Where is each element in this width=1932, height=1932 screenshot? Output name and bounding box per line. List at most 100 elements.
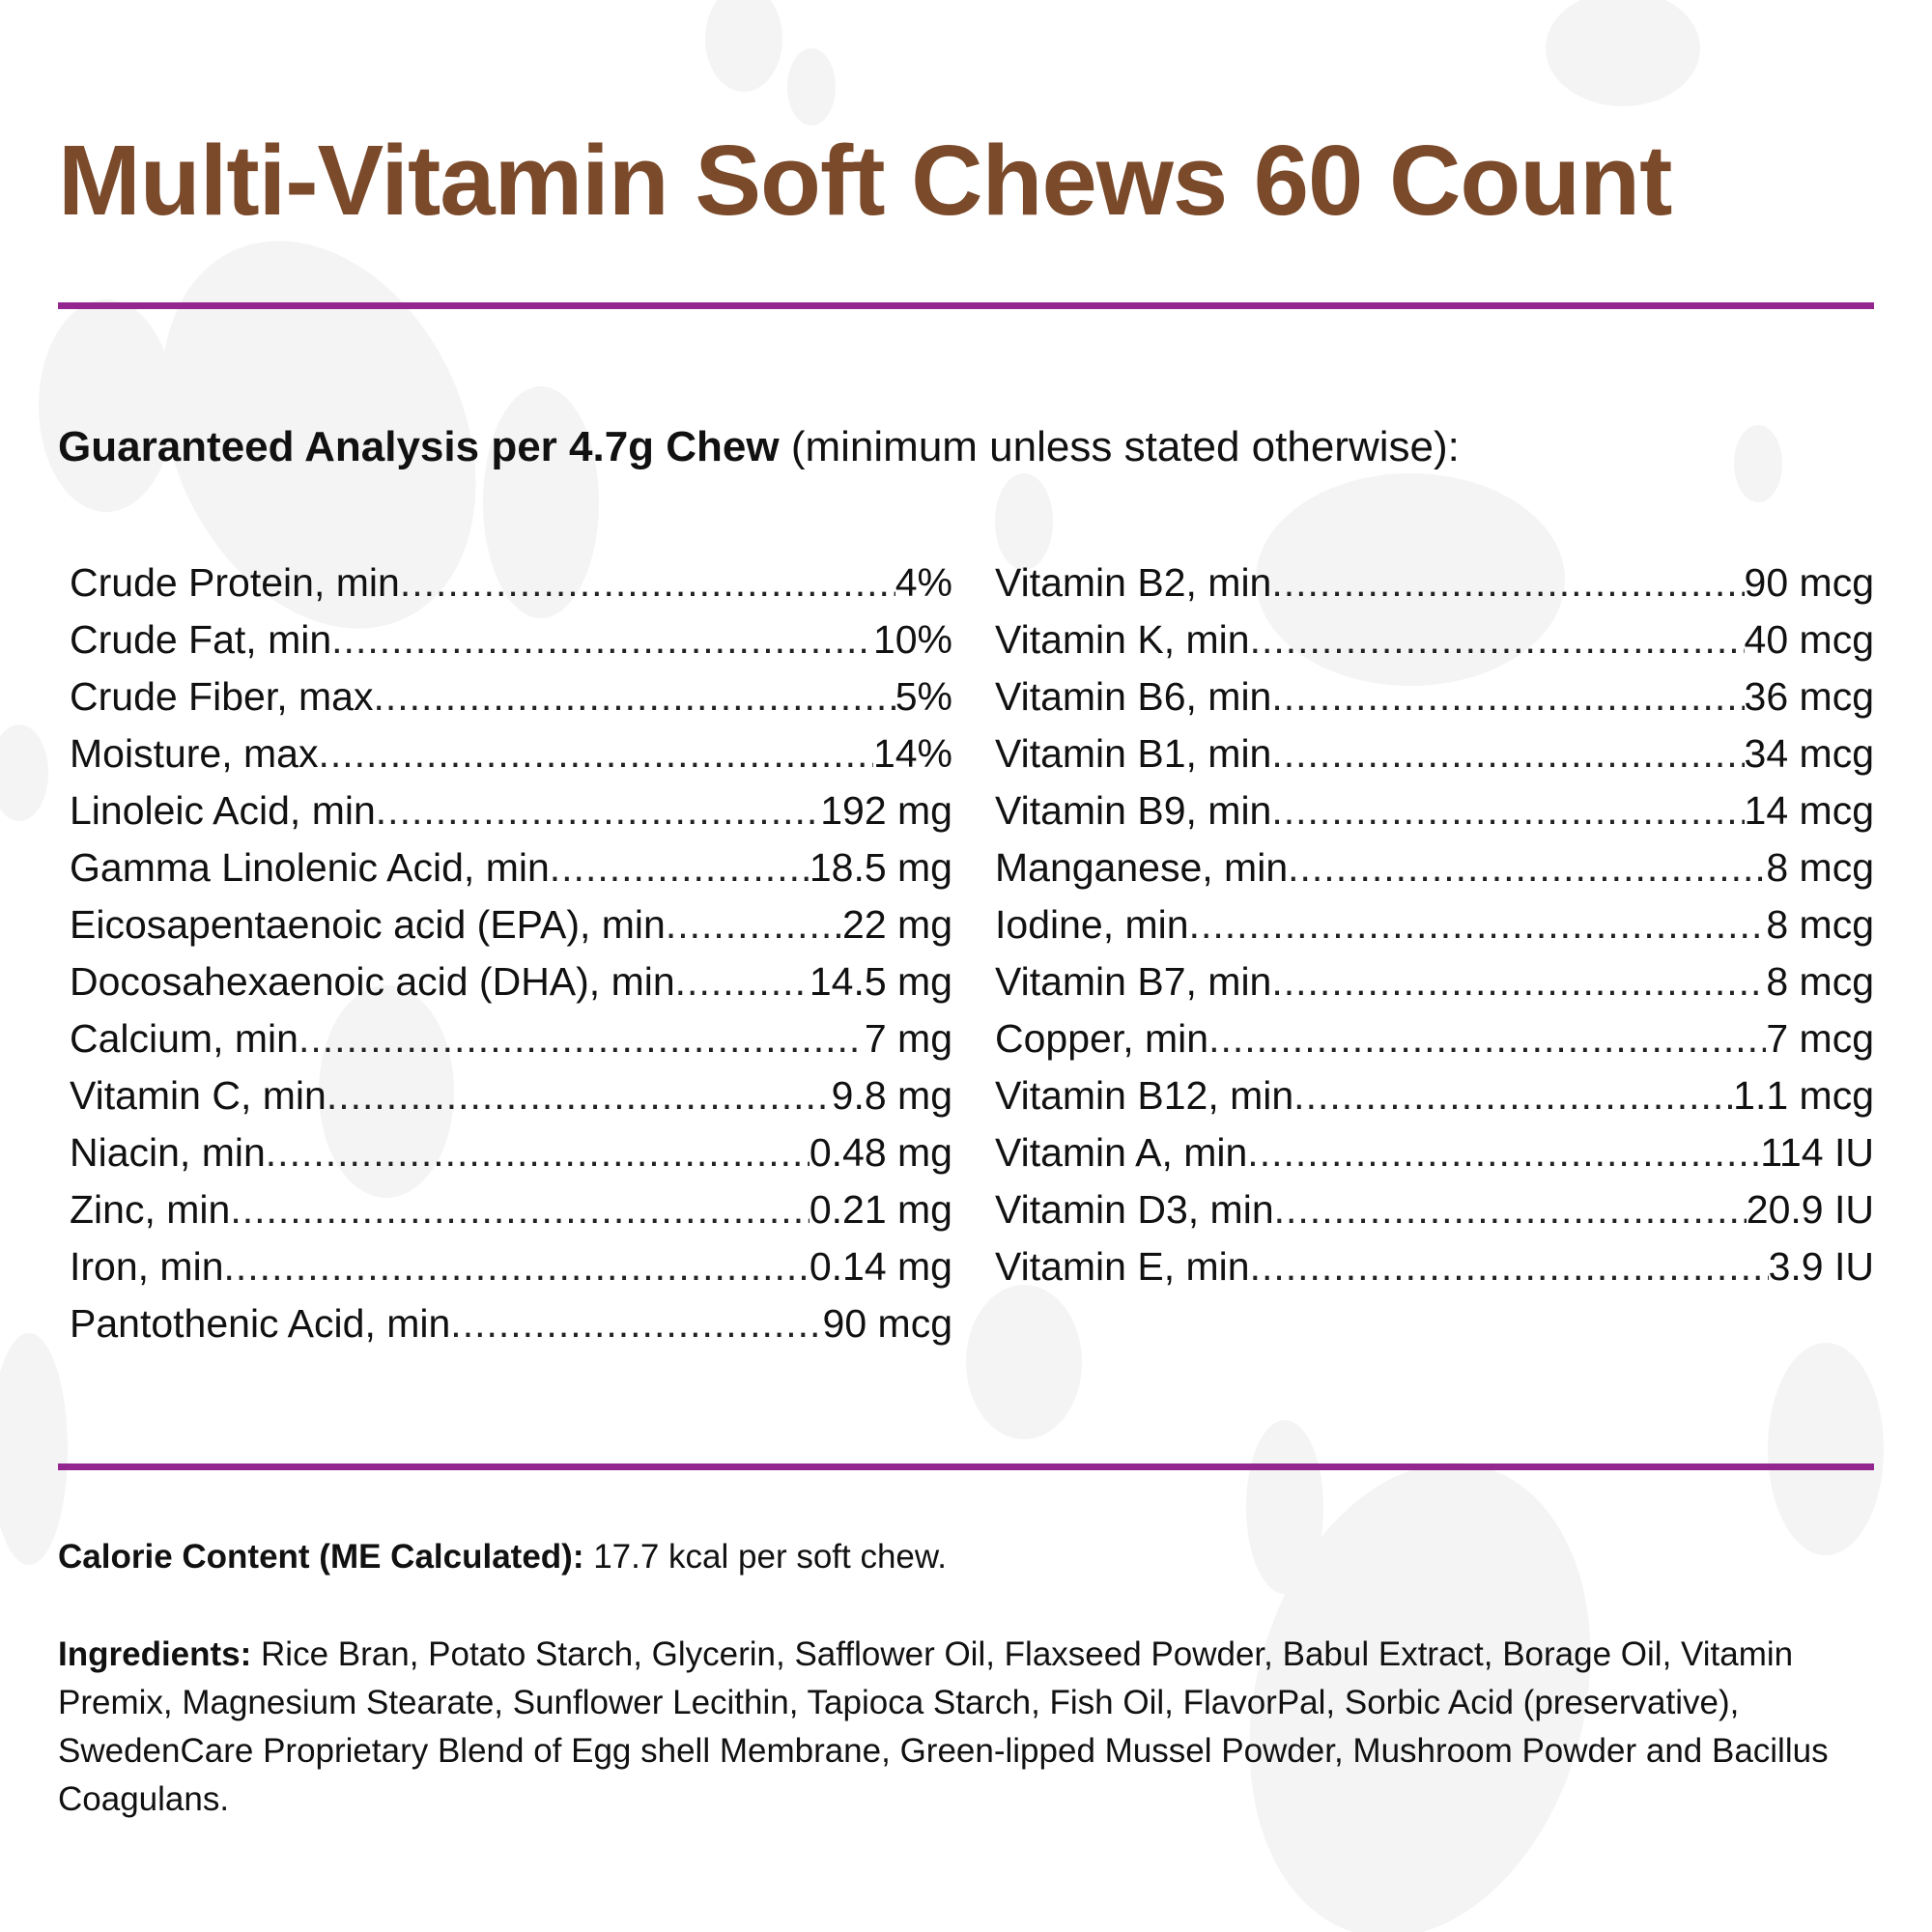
nutrient-value: 9.8 mg [831,1073,952,1118]
dot-leader [550,845,810,891]
dot-leader [1271,731,1744,777]
analysis-row: Vitamin D3, min 20.9 IU [995,1187,1874,1244]
nutrient-label: Vitamin B12, min [995,1073,1294,1118]
nutrient-label: Vitamin K, min [995,617,1250,662]
nutrient-value: 114 IU [1760,1130,1874,1175]
dot-leader [1271,674,1744,720]
nutrient-value: 7 mg [864,1016,952,1061]
nutrient-label: Crude Fat, min [70,617,332,662]
analysis-row: Vitamin C, min 9.8 mg [70,1073,952,1130]
dot-leader [1293,1073,1733,1119]
analysis-row: Vitamin B2, min 90 mcg [995,560,1874,617]
nutrient-value: 8 mcg [1766,959,1874,1004]
analysis-row: Vitamin B7, min 8 mcg [995,959,1874,1016]
nutrient-value: 1.1 mcg [1733,1073,1874,1118]
dot-leader [1247,1130,1760,1176]
analysis-row: Calcium, min 7 mg [70,1016,952,1073]
analysis-row: Zinc, min 0.21 mg [70,1187,952,1244]
top-divider [58,302,1874,309]
nutrient-label: Calcium, min [70,1016,298,1061]
nutrient-label: Eicosapentaenoic acid (EPA), min [70,902,666,947]
dot-leader [1271,959,1766,1005]
nutrient-label: Linoleic Acid, min [70,788,376,833]
nutrient-label: Vitamin B9, min [995,788,1272,833]
analysis-row: Eicosapentaenoic acid (EPA), min 22 mg [70,902,952,959]
nutrient-label: Copper, min [995,1016,1209,1061]
nutrient-value: 8 mcg [1766,902,1874,947]
nutrient-label: Vitamin E, min [995,1244,1250,1289]
calorie-label: Calorie Content (ME Calculated): [58,1538,584,1576]
nutrient-value: 8 mcg [1766,845,1874,890]
analysis-row: Pantothenic Acid, min 90 mcg [70,1301,952,1358]
nutrient-value: 14.5 mg [809,959,952,1004]
nutrient-label: Docosahexaenoic acid (DHA), min [70,959,675,1004]
dot-leader [1271,560,1744,606]
nutrient-label: Iodine, min [995,902,1189,947]
calorie-content: Calorie Content (ME Calculated): 17.7 kc… [58,1538,947,1577]
nutrient-label: Iron, min [70,1244,224,1289]
analysis-row: Crude Protein, min 4% [70,560,952,617]
nutrient-value: 14 mcg [1744,788,1874,833]
analysis-row: Vitamin B1, min 34 mcg [995,731,1874,788]
nutrient-label: Vitamin B7, min [995,959,1272,1004]
nutrient-value: 36 mcg [1744,674,1874,719]
dot-leader [230,1187,810,1233]
nutrient-value: 10% [872,617,952,662]
analysis-row: Linoleic Acid, min 192 mg [70,788,952,845]
heading-bold: Guaranteed Analysis per 4.7g Chew [58,423,780,470]
nutrient-label: Moisture, max [70,731,319,776]
analysis-row: Iron, min 0.14 mg [70,1244,952,1301]
nutrient-label: Crude Protein, min [70,560,400,605]
dot-leader [376,788,820,834]
ingredients: Ingredients: Rice Bran, Potato Starch, G… [58,1631,1874,1824]
dot-leader [1288,845,1766,891]
nutrient-value: 40 mcg [1744,617,1874,662]
nutrient-value: 7 mcg [1766,1016,1874,1061]
analysis-row: Vitamin A, min 114 IU [995,1130,1874,1187]
nutrient-label: Vitamin A, min [995,1130,1248,1175]
analysis-row: Copper, min 7 mcg [995,1016,1874,1073]
calorie-value: 17.7 kcal per soft chew. [583,1538,947,1576]
nutrient-value: 4% [895,560,952,605]
analysis-row: Moisture, max 14% [70,731,952,788]
nutrient-value: 90 mcg [1744,560,1874,605]
analysis-row: Vitamin B12, min 1.1 mcg [995,1073,1874,1130]
analysis-row: Vitamin E, min 3.9 IU [995,1244,1874,1301]
analysis-left-column: Crude Protein, min4%Crude Fat, min10%Cru… [70,560,952,1358]
nutrient-label: Manganese, min [995,845,1289,890]
ingredients-text: Rice Bran, Potato Starch, Glycerin, Saff… [58,1635,1829,1818]
nutrient-label: Vitamin B6, min [995,674,1272,719]
dot-leader [224,1244,810,1290]
nutrient-value: 0.21 mg [809,1187,952,1232]
dot-leader [298,1016,865,1062]
nutrient-value: 20.9 IU [1746,1187,1874,1232]
dot-leader [450,1301,822,1347]
paw-print-icon [705,0,1700,126]
analysis-row: Gamma Linolenic Acid, min 18.5 mg [70,845,952,902]
page-title: Multi-Vitamin Soft Chews 60 Count [58,125,1672,236]
nutrient-value: 192 mg [820,788,952,833]
nutrient-label: Niacin, min [70,1130,266,1175]
dot-leader [331,617,873,663]
nutrient-value: 18.5 mg [809,845,952,890]
dot-leader [266,1130,810,1176]
dot-leader [373,674,895,720]
nutrient-value: 0.48 mg [809,1130,952,1175]
analysis-row: Vitamin B6, min 36 mcg [995,674,1874,731]
nutrient-value: 3.9 IU [1768,1244,1874,1289]
ingredients-label: Ingredients: [58,1635,252,1673]
dot-leader [1250,617,1745,663]
nutrient-label: Vitamin B1, min [995,731,1272,776]
analysis-row: Crude Fiber, max 5% [70,674,952,731]
analysis-row: Niacin, min 0.48 mg [70,1130,952,1187]
nutrient-label: Vitamin D3, min [995,1187,1274,1232]
bottom-divider [58,1463,1874,1470]
guaranteed-analysis-heading: Guaranteed Analysis per 4.7g Chew (minim… [58,423,1460,471]
dot-leader [675,959,810,1005]
dot-leader [327,1073,832,1119]
analysis-row: Crude Fat, min 10% [70,617,952,674]
dot-leader [1271,788,1744,834]
nutrient-value: 5% [895,674,952,719]
nutrient-value: 34 mcg [1744,731,1874,776]
nutrient-value: 14% [872,731,952,776]
